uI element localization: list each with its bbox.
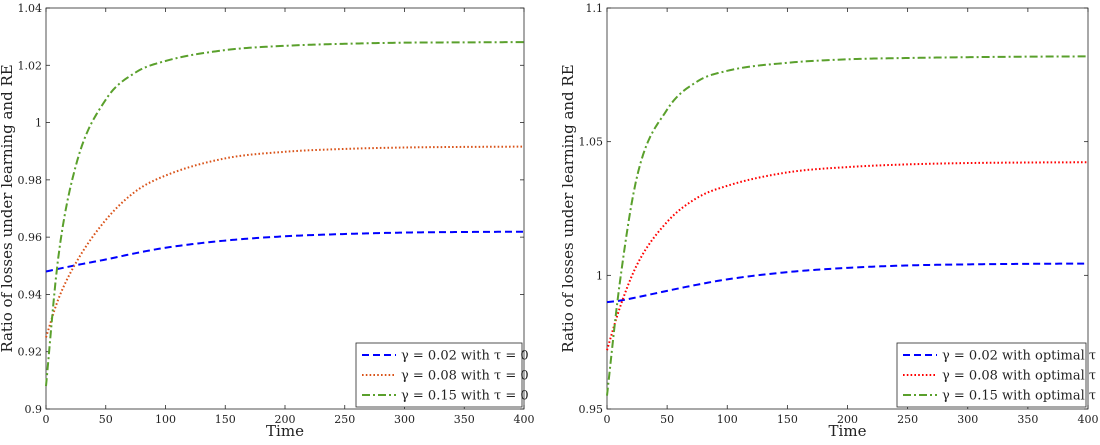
- plot-frame: [606, 7, 1089, 410]
- x-tick-label: 0: [43, 413, 50, 426]
- series-line-dashed: [606, 262, 1089, 304]
- y-axis-label: Ratio of losses under learning and RE: [0, 64, 16, 352]
- x-tick-label: 400: [1078, 413, 1099, 426]
- x-tick-label: 400: [514, 413, 535, 426]
- y-tick-label: 1: [35, 117, 42, 130]
- x-tick-label: 150: [777, 413, 798, 426]
- y-tick-label: 1.02: [18, 59, 43, 72]
- series-line-dashdot: [606, 55, 1089, 396]
- x-tick-label: 250: [897, 413, 918, 426]
- y-tick-label: 0.95: [579, 403, 604, 416]
- x-tick-label: 200: [275, 413, 296, 426]
- x-tick-label: 100: [717, 413, 738, 426]
- x-tick-label: 300: [957, 413, 978, 426]
- series-line-dashed: [45, 230, 525, 273]
- y-tick-label: 1.05: [579, 136, 604, 149]
- x-tick-label: 350: [1017, 413, 1038, 426]
- series-line-dashdot: [45, 41, 525, 387]
- x-tick-label: 250: [334, 413, 355, 426]
- x-tick-label: 50: [660, 413, 674, 426]
- legend-entry: γ = 0.02 with optimal τ: [942, 349, 1096, 364]
- x-tick-label: 50: [99, 413, 113, 426]
- y-tick-label: 1: [596, 269, 603, 282]
- series-line-dotted: [45, 145, 525, 338]
- legend-entry: γ = 0.15 with optimal τ: [942, 389, 1096, 404]
- x-tick-label: 150: [215, 413, 236, 426]
- y-tick-label: 0.96: [18, 231, 43, 244]
- y-tick-label: 0.92: [18, 346, 43, 359]
- plot-frame: [45, 7, 525, 410]
- x-tick-label: 0: [604, 413, 611, 426]
- legend-entry: γ = 0.02 with τ = 0: [401, 349, 529, 364]
- legend-entry: γ = 0.15 with τ = 0: [401, 389, 529, 404]
- x-tick-label: 200: [837, 413, 858, 426]
- y-tick-label: 0.94: [18, 288, 43, 301]
- x-tick-label: 100: [155, 413, 176, 426]
- x-tick-label: 350: [454, 413, 475, 426]
- chart-right: 0 50 100 150 200 250 300 350 400 0.95 1 1.05 1.1 Time…: [559, 2, 1099, 440]
- y-tick-label: 1.1: [586, 2, 604, 15]
- y-tick-label: 0.9: [25, 403, 43, 416]
- x-axis-label: Time: [266, 422, 304, 440]
- chart-left: 0 50 100 150 200 250 300 350 400 0.9 0.92 0.94 0.96 0…: [0, 2, 535, 440]
- x-tick-label: 300: [394, 413, 415, 426]
- legend-box: [896, 342, 1087, 408]
- legend-box: [355, 342, 523, 408]
- legend-entry: γ = 0.08 with τ = 0: [401, 369, 529, 384]
- y-tick-label: 0.98: [18, 174, 43, 187]
- x-axis-label: Time: [829, 422, 867, 440]
- y-axis-label: Ratio of losses under learning and RE: [559, 64, 577, 352]
- legend-entry: γ = 0.08 with optimal τ: [942, 369, 1096, 384]
- y-tick-label: 1.04: [18, 2, 43, 15]
